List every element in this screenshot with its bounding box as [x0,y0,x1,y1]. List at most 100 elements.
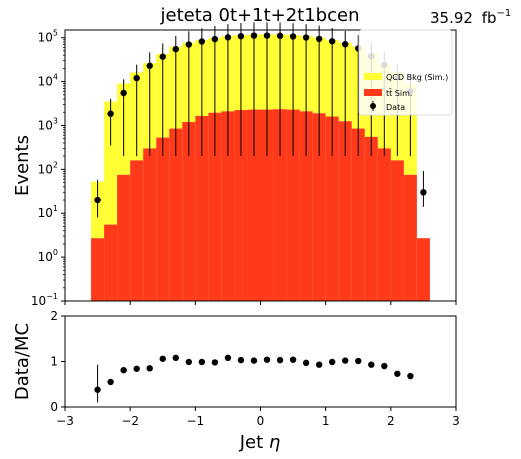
ttbar-stack-layer [91,109,430,302]
ratio-point [289,356,297,363]
ratio-point [237,356,245,364]
ratio-plot-frame [64,315,457,408]
ttbar-bar [364,136,378,301]
ratio-point [224,354,232,362]
ratio-y-tick-label: 0 [50,400,58,414]
y-tick-label: 104 [38,73,58,89]
legend-label-qcd: QCD Bkg (Sim.) [386,73,448,82]
ttbar-bar [117,174,131,301]
legend-label-data: Data [386,103,405,112]
main-x-axis [64,301,457,305]
data-point [185,41,193,48]
ratio-point [355,357,362,365]
ratio-point [394,370,401,377]
ttbar-bar [273,109,287,301]
ratio-point [159,355,166,362]
y-tick-label: 103 [38,116,58,132]
ratio-point [94,386,101,393]
data-point [342,41,349,48]
data-point [263,32,271,39]
ratio-point [276,356,284,364]
legend: QCD Bkg (Sim.) tt̄ Sim. Data [358,29,453,116]
ttbar-bar [390,160,404,301]
ttbar-bar [169,128,183,301]
x-axis-label-text: Jet [239,432,269,453]
luminosity-exponent: −1 [497,8,512,19]
legend-marker-data [370,103,376,109]
ratio-point [172,354,179,362]
data-point [302,34,310,41]
ttbar-bar [325,116,339,302]
ratio-y-tick-label: 1 [50,355,58,369]
ratio-x-axis: −3 −2 −1 0 1 2 3 [56,407,460,428]
ratio-point [198,358,206,366]
x-tick-label: −2 [121,414,139,428]
ttbar-bar [377,148,391,301]
ttbar-bar [260,109,274,301]
ttbar-bar [351,128,365,301]
ttbar-bar [195,115,209,302]
qcd-bar [104,101,118,225]
ratio-point [146,365,153,372]
luminosity-label: 35.92 fb−1 [430,8,511,27]
x-tick-label: 1 [322,414,330,428]
ratio-plot-area [94,354,414,403]
ttbar-bar [91,238,105,301]
x-tick-label: −1 [186,414,204,428]
y-tick-label: 100 [38,248,58,264]
ratio-point [381,362,388,370]
ttbar-bar [182,122,196,301]
ratio-point [342,357,349,364]
data-point [237,33,245,40]
data-point [328,38,336,45]
x-tick-label: −3 [56,414,74,428]
ttbar-bar [416,238,430,301]
x-axis-label: Jet η [239,432,281,453]
ratio-point [315,361,323,368]
data-point [289,33,297,40]
data-point [172,45,179,53]
ttbar-bar [143,148,157,301]
ttbar-bar [247,109,261,301]
ttbar-bar [338,121,352,302]
ratio-point [407,372,414,380]
ratio-point [368,361,375,368]
ttbar-bar [234,110,248,301]
data-point [107,110,114,117]
data-point [198,38,206,45]
data-point [211,35,219,43]
main-y-axis-label: Events [12,135,33,196]
x-tick-label: 3 [452,414,460,428]
data-point [420,189,427,196]
data-point [224,34,232,41]
data-point [250,32,258,39]
ratio-point [107,378,114,386]
data-point [159,53,166,60]
ttbar-bar [403,174,417,301]
legend-swatch-ttbar [364,89,382,96]
legend-label-ttbar: tt̄ Sim. [386,88,412,98]
x-tick-label: 0 [257,414,265,428]
ratio-y-axis: 0 1 2 [50,309,65,414]
ttbar-bar [286,109,300,301]
data-point [146,62,153,69]
y-tick-label: 105 [38,29,58,45]
ratio-point [302,359,310,367]
chart-title: jeteta 0t+1t+2t1bcen [160,5,360,26]
x-axis-label-symbol: η [269,432,280,453]
data-point [120,89,127,97]
ttbar-bar [312,113,326,302]
ttbar-bar [221,111,235,302]
y-tick-label: 101 [38,204,58,220]
ratio-point [120,366,127,374]
ratio-point [263,356,271,363]
ttbar-bar [156,137,170,301]
ttbar-bar [299,111,313,302]
luminosity-value: 35.92 [430,9,473,27]
ratio-point [250,357,258,364]
luminosity-unit: fb [482,9,497,27]
data-point [94,196,101,204]
ratio-point [328,358,336,366]
legend-swatch-qcd [364,73,382,80]
